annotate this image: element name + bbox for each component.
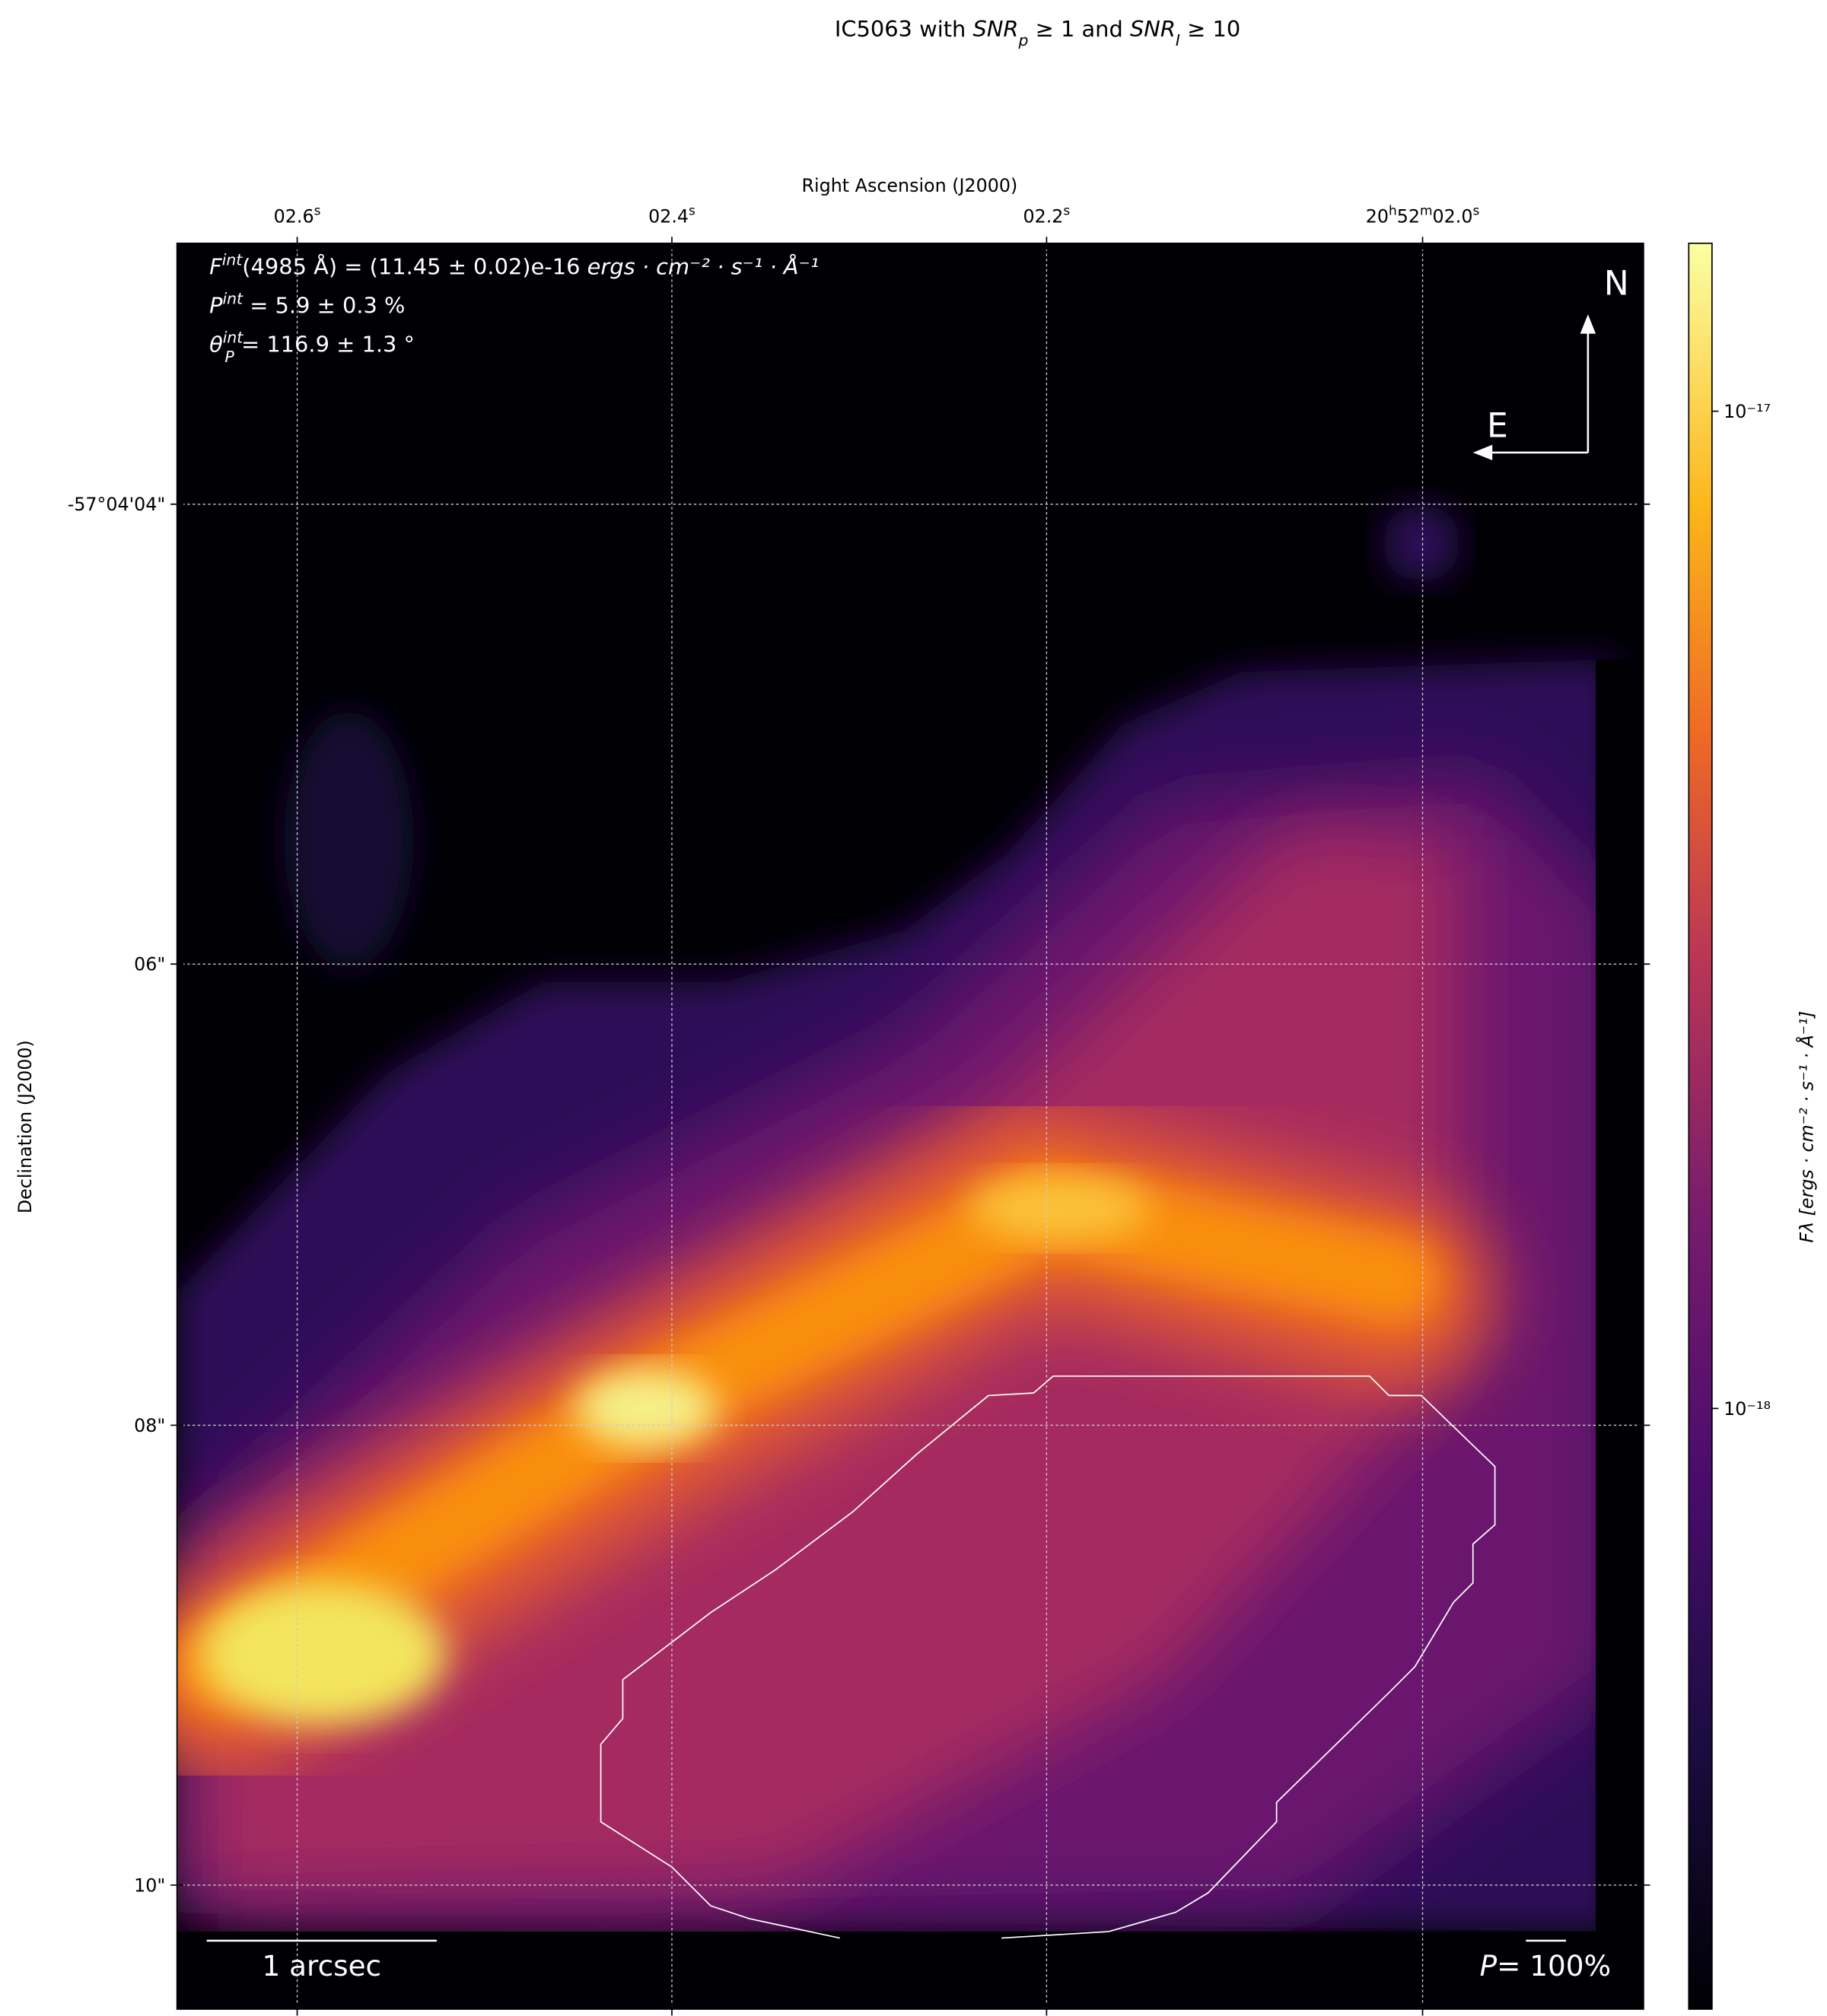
colorbar-tick-label: 10⁻¹⁷ (1724, 401, 1771, 422)
x-tick-label: 20h52m02.0s (1366, 204, 1480, 227)
polarization-scalebar-label: P= 100% (1480, 1949, 1611, 1983)
colorbar-tick-label: 10⁻¹⁸ (1724, 1398, 1771, 1420)
y-ticks: -57°04'04" 06" 08" 10" (68, 494, 166, 1896)
heatmap-peak-3 (969, 1175, 1151, 1241)
heatmap-ridge-bright (177, 1160, 1441, 1712)
angle-annotation: θint P = 116.9 ± 1.3 ° (209, 328, 415, 366)
y-tick-label: 06" (134, 954, 165, 975)
heatmap (177, 243, 1644, 2009)
compass: N E (1472, 265, 1629, 461)
colorbar-label: Fλ [ergs · cm⁻² · s⁻¹ · Å⁻¹] (1796, 1011, 1817, 1243)
plot-frame (176, 242, 1644, 2010)
y-tick-label: 10" (134, 1874, 165, 1896)
x-tick-label: 02.6s (274, 204, 321, 227)
colorbar (1688, 242, 1713, 2010)
y-tick-label: -57°04'04" (68, 494, 166, 515)
tick-marks (170, 237, 1650, 2016)
x-axis-label: Right Ascension (J2000) (802, 175, 1018, 196)
heatmap-bottom-edge (177, 1932, 1644, 2009)
snr-contour (600, 1375, 1496, 1939)
grid (177, 243, 1644, 2009)
north-arrowhead-icon (1580, 314, 1596, 334)
east-arrowhead-icon (1472, 444, 1493, 461)
y-tick-label: 08" (134, 1415, 165, 1436)
arcsec-scalebar-label: 1 arcsec (263, 1949, 382, 1983)
heatmap-peak-2 (575, 1369, 718, 1448)
chart-title: IC5063 with SNRp ≥ 1 and SNRI ≥ 10 (835, 16, 1240, 49)
heatmap-knot (1382, 504, 1460, 582)
east-label: E (1487, 406, 1508, 445)
y-axis-label: Declination (J2000) (14, 1040, 36, 1213)
north-label: N (1604, 265, 1629, 304)
x-tick-label: 02.2s (1023, 204, 1071, 227)
heatmap-faint-blob (284, 711, 414, 970)
heatmap-right-edge (1596, 659, 1644, 2009)
x-tick-label: 02.4s (648, 204, 695, 227)
polarization-annotation: Pint = 5.9 ± 0.3 % (209, 289, 405, 318)
flux-annotation: Fint(4985 Å) = (11.45 ± 0.02)e-16 ergs ·… (209, 251, 819, 280)
x-ticks: 02.6s 02.4s 02.2s 20h52m02.0s (274, 204, 1480, 227)
heatmap-peak-1 (200, 1582, 446, 1725)
